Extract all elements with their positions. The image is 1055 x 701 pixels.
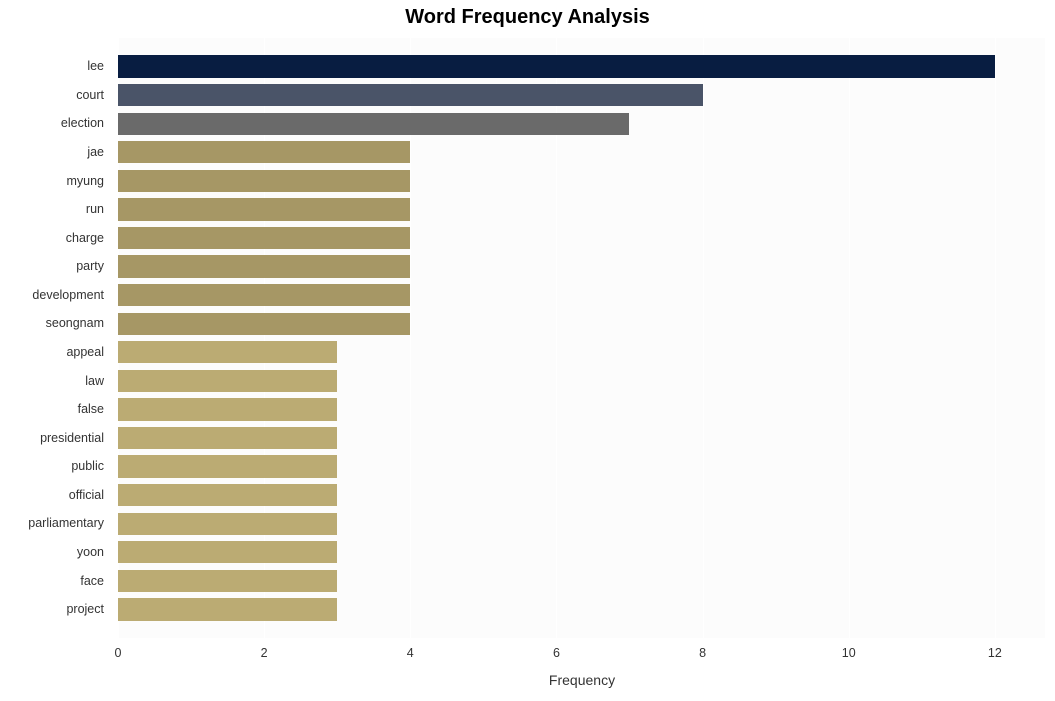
y-tick-label: seongnam [0,317,110,330]
x-tick-label: 10 [842,646,856,660]
x-tick-label: 4 [407,646,414,660]
bar [118,84,703,106]
bar [118,541,337,563]
y-tick-label: charge [0,232,110,245]
bar-row [118,484,1046,506]
bar-row [118,84,1046,106]
x-tick-label: 8 [699,646,706,660]
y-tick-label: public [0,460,110,473]
y-tick-label: presidential [0,432,110,445]
bar [118,170,410,192]
bar-row [118,255,1046,277]
bars-container [118,38,1046,638]
bar-row [118,455,1046,477]
bar [118,198,410,220]
x-axis-label: Frequency [118,672,1046,688]
bar-row [118,313,1046,335]
bar-row [118,227,1046,249]
x-tick-label: 6 [553,646,560,660]
x-tick-label: 12 [988,646,1002,660]
y-tick-label: election [0,117,110,130]
bar [118,398,337,420]
bar-row [118,541,1046,563]
bar-row [118,284,1046,306]
bar-row [118,370,1046,392]
bar-row [118,570,1046,592]
x-tick-label: 0 [115,646,122,660]
plot-area: leecourtelectionjaemyungrunchargepartyde… [118,38,1046,638]
y-tick-label: law [0,375,110,388]
bar-row [118,398,1046,420]
bar-row [118,198,1046,220]
bar-row [118,55,1046,77]
bar [118,370,337,392]
bar [118,513,337,535]
y-tick-label: official [0,489,110,502]
bar [118,141,410,163]
x-tick-label: 2 [261,646,268,660]
y-tick-label: development [0,289,110,302]
bar [118,284,410,306]
word-frequency-chart: Word Frequency Analysis leecourtelection… [0,0,1055,701]
y-tick-label: lee [0,60,110,73]
bar [118,455,337,477]
y-tick-label: project [0,603,110,616]
bar [118,55,995,77]
y-tick-label: jae [0,146,110,159]
bar [118,598,337,620]
y-tick-label: party [0,260,110,273]
bar-row [118,341,1046,363]
chart-title: Word Frequency Analysis [0,6,1055,29]
y-tick-label: face [0,575,110,588]
y-tick-label: false [0,403,110,416]
bar-row [118,113,1046,135]
bar [118,255,410,277]
bar-row [118,598,1046,620]
bar [118,341,337,363]
bar-row [118,141,1046,163]
bar-row [118,427,1046,449]
y-tick-label: run [0,203,110,216]
y-tick-label: appeal [0,346,110,359]
bar [118,313,410,335]
y-tick-label: myung [0,175,110,188]
bar [118,484,337,506]
bar-row [118,513,1046,535]
bar [118,427,337,449]
y-tick-label: parliamentary [0,517,110,530]
bar [118,227,410,249]
bar [118,570,337,592]
y-tick-label: court [0,89,110,102]
y-tick-label: yoon [0,546,110,559]
bar-row [118,170,1046,192]
bar [118,113,629,135]
